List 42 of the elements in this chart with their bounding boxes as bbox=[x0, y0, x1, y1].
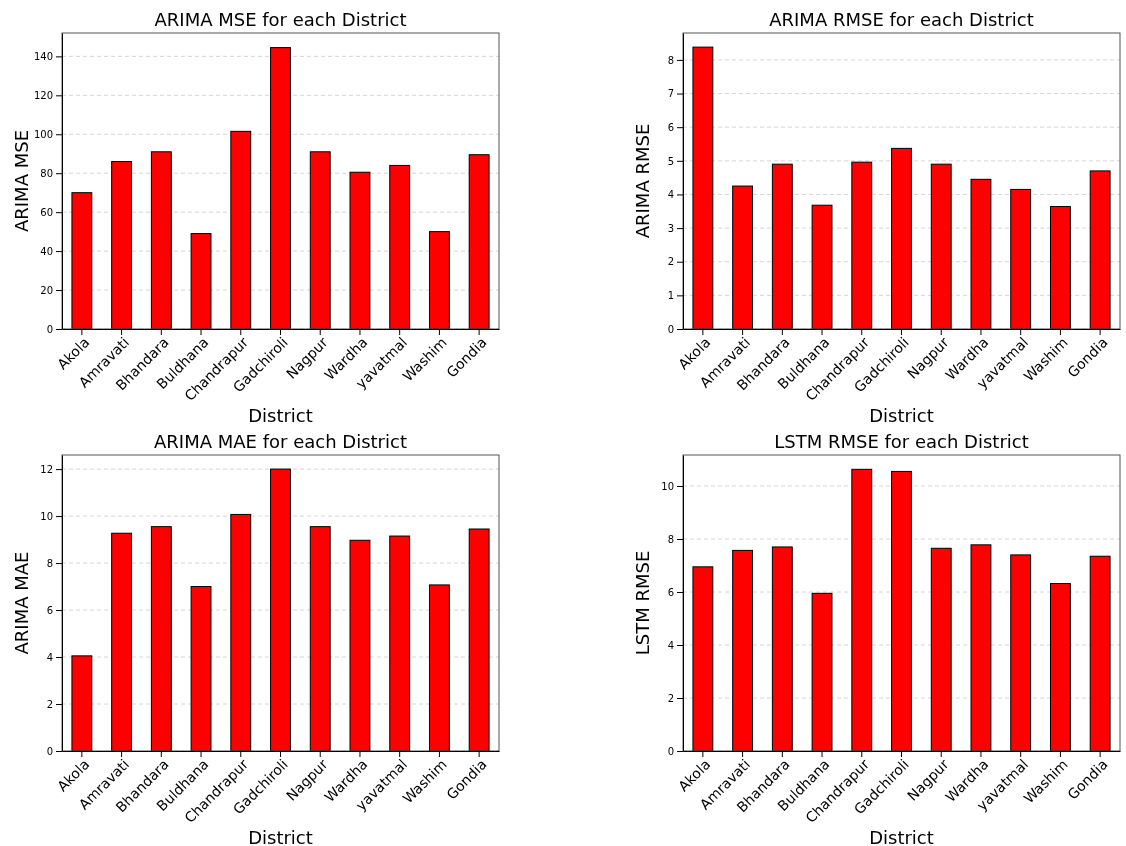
y-tick-label: 0 bbox=[46, 745, 53, 757]
y-tick-label: 7 bbox=[667, 88, 674, 100]
y-tick-label: 10 bbox=[661, 480, 674, 492]
x-axis-title: District bbox=[248, 405, 313, 426]
y-tick-label: 4 bbox=[667, 639, 674, 651]
y-tick-label: 0 bbox=[667, 745, 674, 757]
y-tick-label: 6 bbox=[667, 121, 674, 133]
y-tick-label: 6 bbox=[46, 604, 53, 616]
y-tick-label: 12 bbox=[40, 463, 53, 475]
y-axis-title: ARIMA RMSE bbox=[632, 123, 653, 239]
chart-title: ARIMA RMSE for each District bbox=[769, 9, 1034, 30]
chart-title: ARIMA MSE for each District bbox=[154, 9, 407, 30]
y-tick-label: 2 bbox=[667, 692, 674, 704]
y-tick-label: 8 bbox=[46, 557, 53, 569]
y-axis-title: ARIMA MAE bbox=[11, 551, 32, 655]
y-tick-label: 2 bbox=[667, 256, 674, 268]
y-tick-label: 120 bbox=[33, 90, 53, 102]
y-tick-label: 5 bbox=[667, 155, 674, 167]
y-tick-label: 0 bbox=[46, 323, 53, 335]
y-axis-title: ARIMA MSE bbox=[11, 129, 32, 233]
y-tick-label: 4 bbox=[667, 189, 674, 201]
y-tick-label: 20 bbox=[40, 284, 53, 296]
y-tick-label: 10 bbox=[40, 510, 53, 522]
x-axis-title: District bbox=[248, 827, 313, 846]
y-tick-label: 100 bbox=[33, 128, 53, 140]
y-tick-label: 140 bbox=[33, 51, 53, 63]
y-tick-label: 6 bbox=[667, 586, 674, 598]
y-tick-label: 8 bbox=[667, 533, 674, 545]
y-tick-label: 3 bbox=[667, 222, 674, 234]
y-tick-label: 1 bbox=[667, 290, 674, 302]
y-tick-label: 80 bbox=[40, 167, 53, 179]
chart-title: LSTM RMSE for each District bbox=[774, 431, 1029, 452]
y-tick-label: 8 bbox=[667, 54, 674, 66]
y-tick-label: 60 bbox=[40, 206, 53, 218]
y-tick-label: 4 bbox=[46, 651, 53, 663]
y-tick-label: 40 bbox=[40, 245, 53, 257]
x-axis-title: District bbox=[869, 827, 934, 846]
x-axis-title: District bbox=[869, 405, 934, 426]
y-tick-label: 2 bbox=[46, 698, 53, 710]
y-axis-title: LSTM RMSE bbox=[632, 550, 653, 656]
chart-title: ARIMA MAE for each District bbox=[154, 431, 407, 452]
y-tick-label: 0 bbox=[667, 323, 674, 335]
